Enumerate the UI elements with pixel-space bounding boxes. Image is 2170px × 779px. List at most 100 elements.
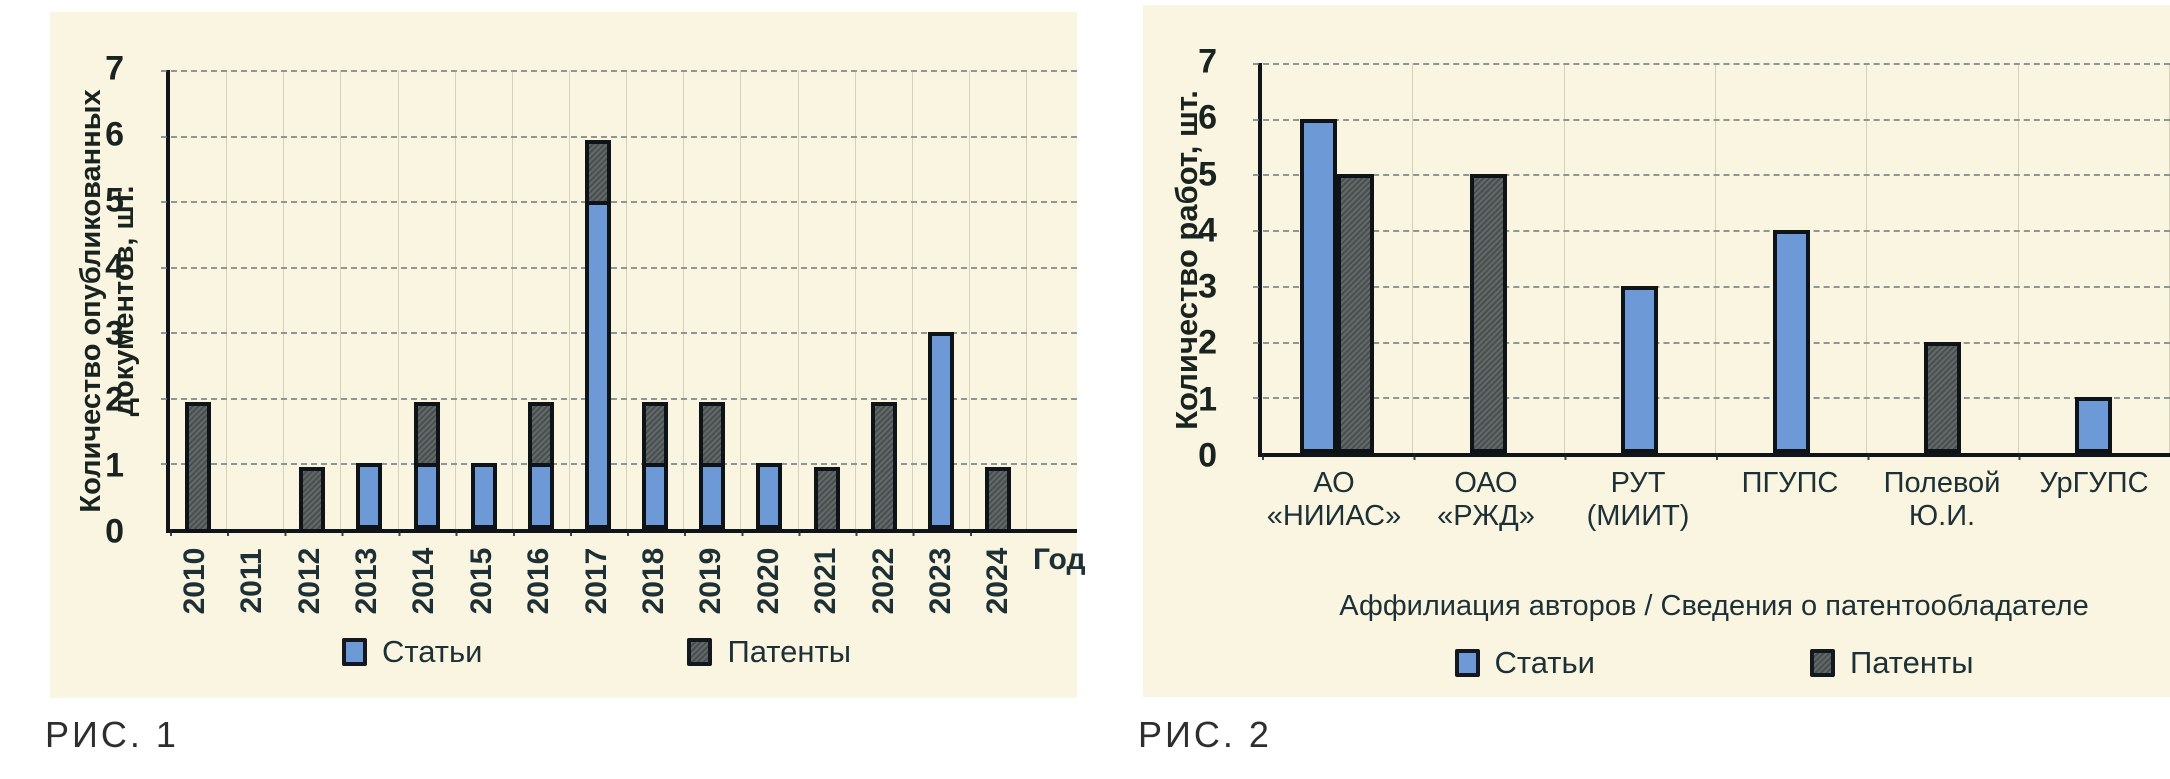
figure1-legend: Статьи Патенты bbox=[166, 634, 1027, 670]
x-label-2014: 2014 bbox=[407, 547, 441, 615]
y-tick-5: 5 bbox=[105, 182, 124, 221]
bar-group-2013 bbox=[341, 70, 399, 529]
x-label-2021: 2021 bbox=[809, 547, 843, 615]
x-label-2016: 2016 bbox=[522, 547, 556, 615]
x-label-line: УрГУПС bbox=[2039, 467, 2149, 499]
bar-2018-articles bbox=[642, 463, 669, 529]
y-tick-1: 1 bbox=[1198, 380, 1217, 419]
y-tick-4: 4 bbox=[1198, 211, 1217, 250]
figure1-x-axis-title: Год bbox=[1033, 543, 1086, 576]
x-label-2010: 2010 bbox=[177, 547, 211, 615]
bar-group-2022 bbox=[856, 70, 913, 533]
figure1-plot-area bbox=[161, 70, 1077, 536]
bar-2017-patents bbox=[585, 139, 612, 206]
bar-group-2012 bbox=[284, 70, 342, 533]
articles-swatch-icon bbox=[1454, 649, 1480, 677]
bar-2024-patents bbox=[985, 467, 1012, 533]
figure2-legend: Статьи Патенты bbox=[1258, 645, 2170, 681]
figure2-plot-area bbox=[1253, 63, 2170, 460]
x-label-2024: 2024 bbox=[981, 547, 1015, 615]
x-label-2019: 2019 bbox=[694, 547, 728, 615]
x-label-rut-miit: РУТ (МИИТ) bbox=[1562, 467, 1714, 533]
gridline-1 bbox=[161, 463, 1077, 466]
figure2-x-axis-title: Аффилиация авторов / Сведения о патентоо… bbox=[1339, 590, 2089, 622]
bar-group-pgups bbox=[1716, 63, 1868, 453]
gridline-4 bbox=[161, 266, 1077, 269]
figure2-y-tick-labels: 7 6 5 4 3 2 1 0 bbox=[1143, 43, 1243, 475]
figure1-x-tick-marks bbox=[170, 529, 1027, 536]
bar-urgups-articles bbox=[2075, 397, 2113, 453]
gridline-6 bbox=[161, 135, 1077, 138]
patents-legend-label: Патенты bbox=[1849, 645, 1974, 680]
x-label-2012: 2012 bbox=[292, 547, 326, 615]
legend-item-articles: Статьи bbox=[342, 634, 482, 670]
x-label-line: «НИИАС» bbox=[1266, 500, 1402, 532]
bar-group-rut-miit bbox=[1565, 63, 1716, 453]
x-label-line: Полевой bbox=[1883, 467, 2001, 499]
bar-group-2018 bbox=[627, 70, 685, 529]
y-tick-7: 7 bbox=[1198, 42, 1217, 81]
x-label-line: ПГУПС bbox=[1741, 467, 1839, 499]
y-tick-6: 6 bbox=[1198, 99, 1217, 138]
y-tick-1: 1 bbox=[105, 446, 124, 485]
y-tick-7: 7 bbox=[105, 49, 124, 88]
bar-polevoy-patents bbox=[1923, 341, 1961, 453]
x-label-urgups: УрГУПС bbox=[2018, 467, 2170, 533]
bar-2023-articles bbox=[927, 332, 954, 529]
x-label-line: АО bbox=[1313, 467, 1355, 499]
bar-rut-miit-articles bbox=[1621, 285, 1659, 453]
bar-group-polevoy bbox=[1867, 63, 2019, 453]
gridline-1 bbox=[1253, 397, 2170, 400]
y-tick-3: 3 bbox=[105, 314, 124, 353]
bar-2019-patents bbox=[699, 401, 726, 468]
bar-niias-articles bbox=[1300, 118, 1338, 453]
y-tick-6: 6 bbox=[105, 115, 124, 154]
bar-group-2020 bbox=[741, 70, 799, 529]
figure2-x-tick-labels: АО «НИИАС» ОАО «РЖД» РУТ (МИИТ) ПГУПС По… bbox=[1258, 467, 2170, 533]
bar-2012-patents bbox=[299, 467, 326, 533]
bar-group-rzd bbox=[1413, 63, 1565, 453]
y-tick-5: 5 bbox=[1198, 155, 1217, 194]
legend-item-patents: Патенты bbox=[1809, 645, 1974, 681]
x-label-2018: 2018 bbox=[636, 547, 670, 615]
bar-2010-patents bbox=[185, 401, 212, 533]
figure2-caption: РИС. 2 bbox=[1138, 714, 1272, 755]
figure2-x-tick-marks bbox=[1262, 453, 2170, 460]
x-label-niias: АО «НИИАС» bbox=[1258, 467, 1410, 533]
bar-group-urgups bbox=[2019, 63, 2170, 453]
gridline-5 bbox=[1253, 174, 2170, 177]
y-tick-2: 2 bbox=[1198, 324, 1217, 363]
bar-2015-articles bbox=[470, 463, 497, 529]
x-label-2023: 2023 bbox=[923, 547, 957, 615]
bar-group-2011 bbox=[227, 70, 285, 529]
bar-2020-articles bbox=[756, 463, 783, 529]
bar-2017-articles bbox=[585, 201, 612, 529]
bar-2016-patents bbox=[527, 401, 554, 468]
x-label-pgups: ПГУПС bbox=[1714, 467, 1866, 533]
bar-2019-articles bbox=[699, 463, 726, 529]
x-label-rzd: ОАО «РЖД» bbox=[1410, 467, 1562, 533]
legend-item-articles: Статьи bbox=[1454, 645, 1595, 681]
x-label-line: РУТ bbox=[1610, 467, 1666, 499]
y-tick-4: 4 bbox=[105, 248, 124, 287]
x-label-2013: 2013 bbox=[349, 547, 383, 615]
bar-group-2016 bbox=[513, 70, 570, 529]
x-label-line: ОАО bbox=[1454, 467, 1518, 499]
figure1-caption: РИС. 1 bbox=[45, 714, 179, 755]
articles-swatch-icon bbox=[342, 638, 367, 666]
x-label-line: «РЖД» bbox=[1437, 500, 1535, 532]
gridline-2 bbox=[161, 397, 1077, 400]
x-label-line: Ю.И. bbox=[1908, 500, 1976, 532]
bar-pgups-articles bbox=[1772, 230, 1810, 453]
x-label-2022: 2022 bbox=[866, 547, 900, 615]
bar-group-2015 bbox=[456, 70, 513, 529]
gridline-3 bbox=[161, 332, 1077, 335]
y-tick-3: 3 bbox=[1198, 267, 1217, 306]
gridline-4 bbox=[1253, 230, 2170, 233]
figure1-panel: Количество опубликованных документов, шт… bbox=[50, 12, 1086, 698]
bar-group-2023 bbox=[913, 70, 970, 529]
bar-2018-patents bbox=[642, 401, 669, 468]
bar-2022-patents bbox=[870, 401, 897, 533]
bar-group-2021 bbox=[799, 70, 856, 533]
